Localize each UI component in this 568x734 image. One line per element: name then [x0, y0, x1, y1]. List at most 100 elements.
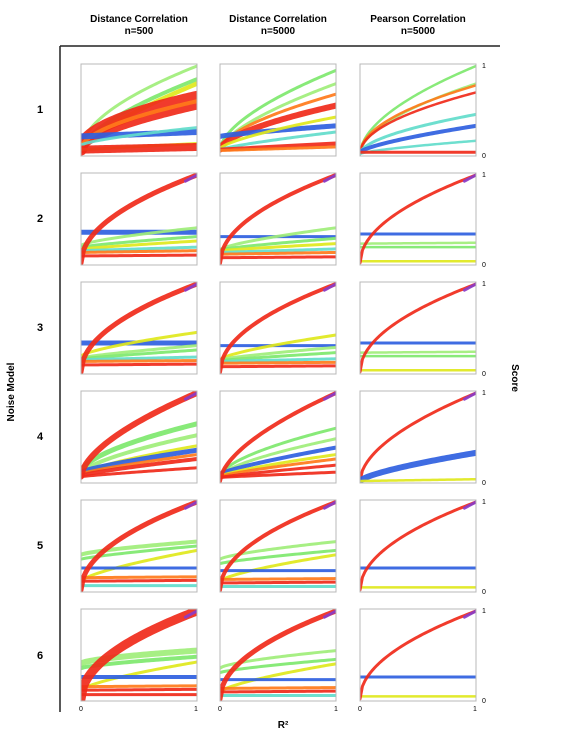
x-tick-1-col1: 1 — [194, 706, 198, 713]
series-purple-curve — [183, 282, 197, 292]
series-orange-curve — [81, 359, 197, 363]
series-purple-curve — [183, 391, 197, 401]
series-blue-curve — [81, 447, 197, 475]
series-lightgreen-curve — [220, 226, 336, 252]
panel-r1-c3 — [359, 63, 477, 157]
panel-r6-c3 — [359, 608, 477, 702]
panel-curves — [360, 173, 476, 265]
series-lightgreen-curve — [360, 350, 476, 354]
panel-r3-c3 — [359, 281, 477, 375]
panel-r6-c2 — [219, 608, 337, 702]
panel-r5-c1 — [80, 499, 198, 593]
panel-border — [219, 608, 337, 702]
panel-r3-c1 — [80, 281, 198, 375]
series-green-curve — [220, 351, 336, 363]
panel-curves — [81, 391, 197, 480]
panel-border — [359, 63, 477, 157]
row-label-5: 5 — [37, 540, 43, 552]
series-yellow-curve — [220, 242, 336, 253]
series-green-curve — [220, 236, 336, 252]
series-purple-curve — [183, 173, 197, 183]
panel-border — [219, 172, 337, 266]
series-red-curve — [220, 580, 336, 585]
panel-r3-c2 — [219, 281, 337, 375]
series-red-curve — [81, 90, 197, 156]
y-tick-1-row2: 1 — [482, 172, 486, 179]
series-red-curve — [81, 142, 197, 154]
series-yellow-curve — [360, 477, 476, 483]
x-tick-0-col1: 0 — [79, 706, 83, 713]
series-cyan-curve — [81, 126, 197, 147]
panel-background — [360, 173, 476, 265]
series-purple-curve — [462, 500, 476, 510]
panel-background — [220, 609, 336, 701]
series-yellow-curve — [81, 239, 197, 251]
series-orange-curve — [220, 457, 336, 479]
series-red-curve — [81, 500, 197, 592]
panel-r5-c3 — [359, 499, 477, 593]
series-blue-curve — [220, 445, 336, 476]
series-red-curve — [220, 173, 336, 265]
panel-r2-c2 — [219, 172, 337, 266]
x-axis-title: R² — [278, 720, 289, 731]
panel-curves — [360, 64, 476, 156]
series-lightgreen-curve — [220, 437, 336, 479]
panel-r1-c1 — [80, 63, 198, 157]
panel-border — [219, 390, 337, 484]
panel-background — [360, 282, 476, 374]
panel-curves — [81, 609, 197, 701]
series-cyan-curve — [81, 245, 197, 253]
row-label-3: 3 — [37, 322, 43, 334]
series-lightgreen-curve — [81, 226, 197, 247]
series-lightgreen-curve — [81, 344, 197, 360]
panel-r2-c3 — [359, 172, 477, 266]
series-green-curve — [220, 657, 336, 675]
series-cyan-curve — [360, 139, 476, 156]
series-red-curve — [220, 470, 336, 479]
series-orange-curve — [220, 360, 336, 365]
series-cyan-curve — [220, 357, 336, 363]
col-header-3-line2: n=5000 — [401, 26, 436, 37]
series-red-curve — [81, 391, 197, 480]
series-green-curve — [81, 348, 197, 361]
series-blue-curve — [360, 123, 476, 155]
y-tick-1-row3: 1 — [482, 281, 486, 288]
col-header-2-line2: n=5000 — [261, 26, 296, 37]
y-tick-0-row3: 0 — [482, 371, 486, 378]
series-red-curve — [81, 253, 197, 258]
y-ticks-right: 1 0 1 0 1 0 1 0 1 0 1 0 — [482, 63, 486, 705]
series-red-curve — [360, 500, 476, 592]
panel-border — [80, 281, 198, 375]
series-red-curve — [220, 609, 336, 701]
panel-border — [219, 63, 337, 157]
x-tick-0-col3: 0 — [358, 706, 362, 713]
series-yellow-curve — [81, 330, 197, 358]
series-yellow-curve — [81, 548, 197, 583]
series-green-curve — [81, 235, 197, 249]
y-axis-title-left: Noise Model — [6, 362, 17, 421]
series-green-curve — [81, 421, 197, 475]
series-purple-curve — [322, 282, 336, 292]
panel-curves — [220, 173, 336, 265]
panel-r4-c2 — [219, 390, 337, 484]
series-orange-curve — [81, 575, 197, 580]
series-red-curve — [81, 578, 197, 583]
series-red-curve — [360, 173, 476, 265]
series-purple-curve — [462, 609, 476, 619]
panel-curves — [81, 173, 197, 265]
panel-border — [359, 390, 477, 484]
x-tick-1-col2: 1 — [334, 706, 338, 713]
col-header-1-line2: n=500 — [125, 26, 154, 37]
panel-border — [80, 608, 198, 702]
y-axis-title-right: Score — [509, 364, 520, 392]
panel-grid — [80, 63, 477, 702]
panel-border — [80, 390, 198, 484]
series-red-curve — [81, 687, 197, 692]
series-red-curve — [220, 689, 336, 694]
panel-r5-c2 — [219, 499, 337, 593]
col-header-3-line1: Pearson Correlation — [370, 14, 466, 25]
panel-curves — [220, 68, 336, 153]
series-red-curve — [220, 255, 336, 260]
series-purple-curve — [462, 282, 476, 292]
series-red-curve — [81, 173, 197, 265]
